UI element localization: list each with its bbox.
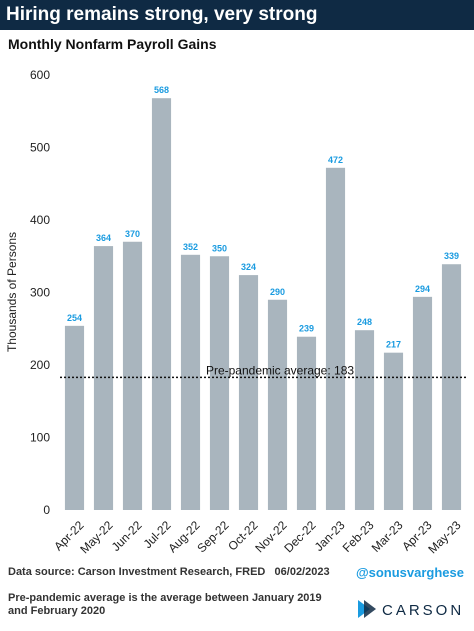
- x-tick-label: May-23: [425, 518, 463, 556]
- y-tick-label: 500: [30, 141, 50, 155]
- y-tick-label: 200: [30, 358, 50, 372]
- logo-text: CARSON: [382, 602, 464, 619]
- chart-title: Hiring remains strong, very strong: [0, 0, 474, 30]
- data-label: 324: [241, 262, 256, 272]
- source: Data source: Carson Investment Research,…: [8, 566, 330, 578]
- note: Pre-pandemic average is the average betw…: [8, 592, 322, 617]
- data-label: 472: [328, 155, 343, 165]
- data-label: 339: [444, 251, 459, 261]
- x-tick-label: Sep-22: [194, 518, 231, 555]
- logo-mark: [364, 600, 376, 618]
- handle: @sonusvarghese: [355, 565, 464, 580]
- data-label: 254: [67, 313, 82, 323]
- chart: Thousands of Persons 0 100 200 300 400 500 600…: [5, 68, 466, 556]
- data-label: 568: [154, 85, 169, 95]
- bar: [122, 241, 143, 510]
- data-label: 352: [183, 242, 198, 252]
- bar: [412, 296, 433, 510]
- data-label: 370: [125, 229, 140, 239]
- y-tick-label: 300: [30, 286, 50, 300]
- x-tick-label: Mar-23: [369, 518, 406, 555]
- x-tick-label: Aug-22: [165, 518, 202, 555]
- bar: [151, 98, 172, 510]
- bar: [238, 275, 259, 510]
- x-tick-label: Feb-23: [340, 518, 377, 555]
- data-label: 248: [357, 317, 372, 327]
- bar: [354, 330, 375, 510]
- bar: [325, 167, 346, 511]
- bar: [267, 299, 288, 510]
- bar: [383, 352, 404, 510]
- y-tick-label: 400: [30, 213, 50, 227]
- bar: [209, 256, 230, 510]
- data-label: 290: [270, 287, 285, 297]
- data-label: 364: [96, 233, 111, 243]
- data-label: 217: [386, 340, 401, 350]
- logo: CARSON: [358, 600, 464, 619]
- bar: [180, 254, 201, 510]
- bar: [296, 336, 317, 510]
- y-axis-title: Thousands of Persons: [5, 232, 19, 352]
- reference-label: Pre-pandemic average: 183: [206, 363, 354, 377]
- x-tick-label: Jun-22: [109, 518, 145, 554]
- bar: [64, 325, 85, 510]
- chart-subtitle: Monthly Nonfarm Payroll Gains: [8, 36, 217, 52]
- x-tick-label: May-22: [77, 518, 115, 556]
- y-tick-label: 600: [30, 68, 50, 82]
- x-tick-label: Nov-22: [252, 518, 289, 555]
- data-label: 350: [212, 243, 227, 253]
- bar: [441, 264, 462, 510]
- y-tick-label: 0: [43, 503, 50, 517]
- y-tick-label: 100: [30, 431, 50, 445]
- x-tick-label: Dec-22: [281, 518, 318, 555]
- bar: [93, 246, 114, 510]
- data-label: 294: [415, 284, 430, 294]
- data-label: 239: [299, 324, 314, 334]
